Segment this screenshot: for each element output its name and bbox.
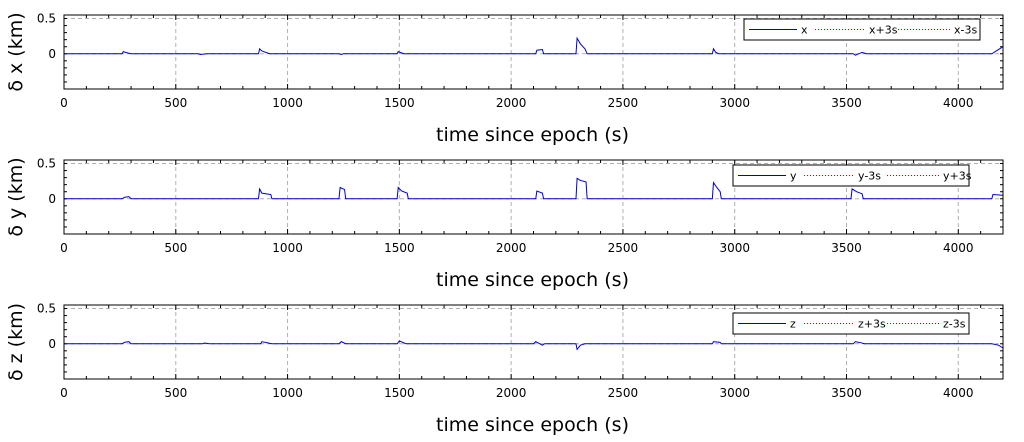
x-tick-label: 1000 [272, 96, 303, 110]
legend-label-z-3s: z-3s [943, 318, 966, 331]
x-tick-label: 4000 [943, 96, 974, 110]
x-axis-label: time since epoch (s) [436, 414, 629, 436]
x-tick-label: 3500 [831, 96, 862, 110]
x-tick-label: 2000 [496, 386, 527, 400]
x-tick-label: 3500 [831, 386, 862, 400]
legend-box [732, 164, 970, 187]
x-tick-label: 2000 [496, 96, 527, 110]
legend-box [732, 312, 970, 335]
x-tick-label: 0 [60, 241, 68, 255]
legend-label-z: z [790, 318, 796, 331]
x-tick-label: 2500 [608, 96, 639, 110]
plot-frame [63, 159, 1004, 235]
x-tick-label: 2500 [608, 386, 639, 400]
y-axis-label: δ x (km) [5, 12, 27, 91]
x-tick-label: 1500 [384, 241, 415, 255]
x-tick-label: 500 [164, 386, 187, 400]
x-tick-label: 4000 [943, 241, 974, 255]
y-tick-label: 0.5 [37, 12, 56, 26]
series-line-z [64, 340, 1004, 351]
legend: y y-3s y+3s [732, 164, 972, 187]
x-tick-label: 500 [164, 241, 187, 255]
x-tick-label: 2000 [496, 241, 527, 255]
y-axis-label: δ y (km) [5, 157, 27, 236]
chart-panel-1: 0 500 1000 1500 2000 2500 3000 3500 4000 0.5 0 time… [5, 12, 1004, 146]
x-tick-label: 0 [60, 96, 68, 110]
legend-label-x: x [801, 24, 808, 37]
y-tick-label: 0.5 [37, 302, 56, 316]
y-axis-label: δ z (km) [5, 303, 27, 381]
plot-frame [63, 304, 1004, 380]
x-tick-label: 1500 [384, 96, 415, 110]
y-tick-label: 0 [48, 47, 56, 61]
legend-label-x+3s: x+3s [869, 24, 898, 37]
x-tick-label: 1000 [272, 241, 303, 255]
x-tick-label: 1500 [384, 386, 415, 400]
x-tick-label: 3500 [831, 241, 862, 255]
x-tick-label: 4000 [943, 386, 974, 400]
x-tick-label: 3000 [719, 241, 750, 255]
x-axis-label: time since epoch (s) [436, 124, 629, 146]
chart-panel-2: 0 500 1000 1500 2000 2500 3000 3500 4000 0.5 0 time… [5, 157, 1004, 291]
x-tick-label: 1000 [272, 386, 303, 400]
x-tick-label: 3000 [719, 386, 750, 400]
series-line-x [64, 36, 1004, 56]
legend: x x+3s x-3s [743, 18, 981, 41]
y-tick-label: 0.5 [37, 157, 56, 171]
x-axis-label: time since epoch (s) [436, 269, 629, 291]
y-tick-label: 0 [48, 337, 56, 351]
chart-panel-3: 0 500 1000 1500 2000 2500 3000 3500 4000 0.5 0 time… [5, 302, 1004, 436]
x-tick-label: 2500 [608, 241, 639, 255]
legend-label-x-3s: x-3s [954, 24, 977, 37]
y-tick-label: 0 [48, 192, 56, 206]
legend-label-y-3s: y-3s [858, 170, 881, 183]
legend-label-y: y [790, 170, 797, 183]
plot-frame [63, 14, 1004, 90]
legend-box [743, 18, 981, 41]
x-tick-label: 3000 [719, 96, 750, 110]
legend: z z+3s z-3s [732, 312, 970, 335]
legend-label-z+3s: z+3s [858, 318, 886, 331]
x-tick-label: 0 [60, 386, 68, 400]
x-tick-label: 500 [164, 96, 187, 110]
series-line-y [64, 177, 1004, 200]
legend-label-y+3s: y+3s [943, 170, 972, 183]
